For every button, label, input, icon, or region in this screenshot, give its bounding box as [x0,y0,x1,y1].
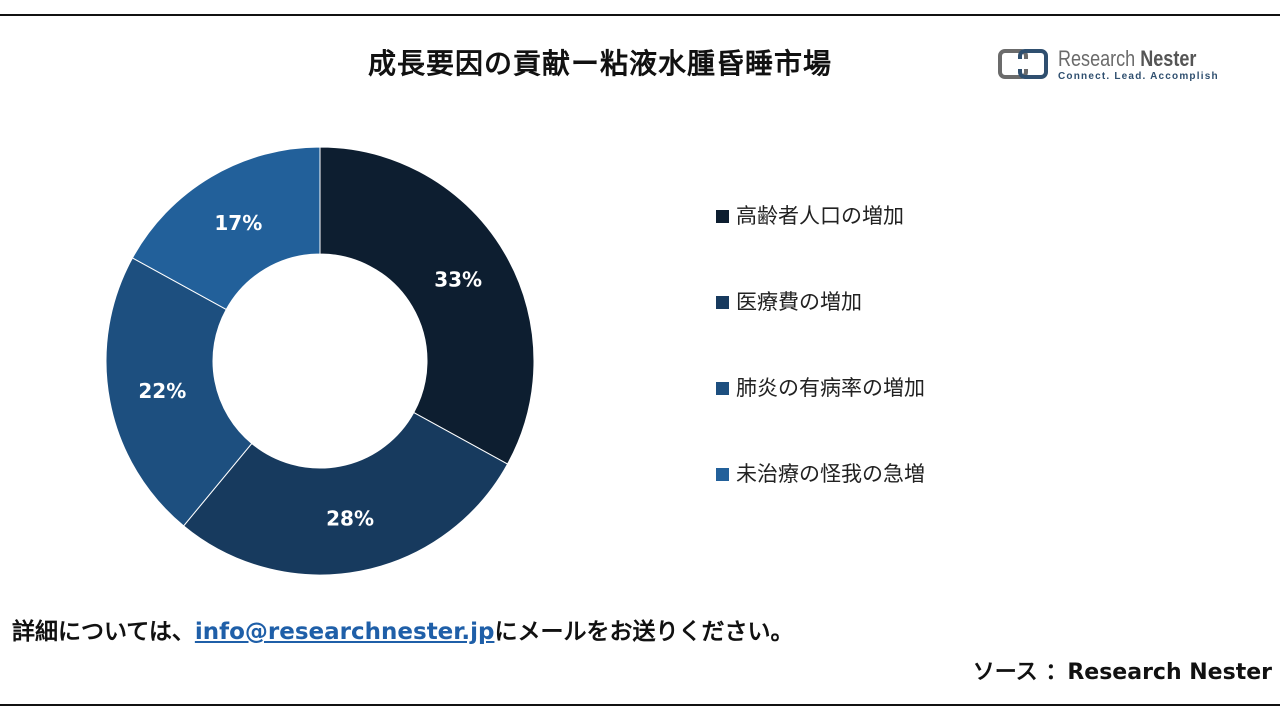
contact-prefix: 詳細については、 [12,619,195,645]
contact-email-link[interactable]: info@researchnester.jp [194,619,495,645]
legend-swatch [716,382,729,395]
donut-slice [131,146,321,311]
slice-percent-label: 28% [326,507,374,531]
legend-swatch [716,210,729,223]
research-nester-logo: Research Nester Connect. Lead. Accomplis… [998,46,1228,86]
legend-label: 肺炎の有病率の増加 [736,376,925,400]
logo-tagline: Connect. Lead. Accomplish [1058,71,1219,82]
chart-title: 成長要因の貢献ー粘液水腫昏睡市場 [367,47,832,80]
logo-name-part1: Research [1058,46,1141,71]
logo-name-part2: Nester [1140,46,1197,71]
donut-slice [182,411,509,576]
donut-slice [319,146,535,465]
logo-name: Research Nester [1058,46,1196,72]
legend-swatch [716,468,729,481]
source-credit: ソース ：Research Nester [972,660,1272,685]
bottom-rule [0,704,1280,706]
legend-swatch [716,296,729,309]
contact-note: 詳細については、info@researchnester.jpにメールをお送りくだ… [12,612,793,646]
slice-percent-label: 22% [138,379,186,403]
donut-slice [105,257,253,527]
legend-label: 高齢者人口の増加 [736,204,904,228]
slice-percent-label: 33% [434,267,482,291]
contact-suffix: にメールをお送りください。 [494,619,794,645]
legend-label: 未治療の怪我の急増 [736,462,925,486]
logo-icon [998,49,1048,79]
legend-label: 医療費の増加 [736,290,862,314]
top-rule [0,14,1280,16]
slice-percent-label: 17% [214,211,262,235]
donut-chart: 33% 28% 22% 17% [105,146,535,576]
